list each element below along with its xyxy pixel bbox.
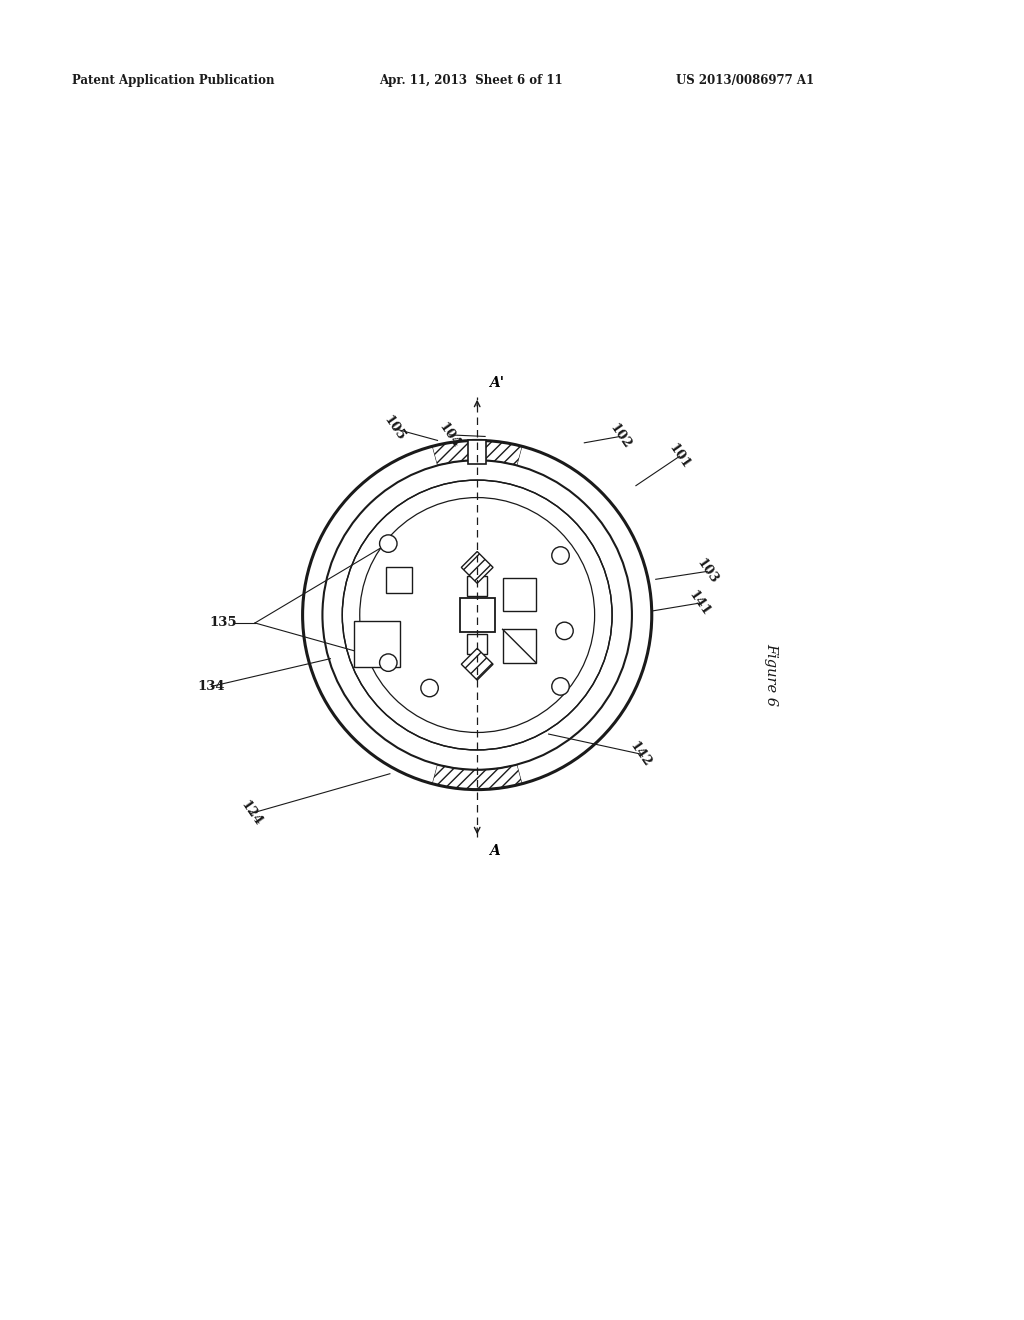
Text: Patent Application Publication: Patent Application Publication	[72, 74, 274, 87]
Text: 134: 134	[198, 680, 225, 693]
Text: 135: 135	[210, 616, 237, 630]
Text: 103: 103	[694, 556, 721, 586]
Polygon shape	[461, 552, 494, 583]
Circle shape	[380, 535, 397, 552]
Circle shape	[303, 441, 652, 789]
Wedge shape	[432, 441, 522, 466]
Circle shape	[556, 622, 573, 640]
Text: 105: 105	[381, 413, 408, 444]
Bar	[503, 630, 536, 663]
Circle shape	[359, 498, 595, 733]
Polygon shape	[461, 648, 494, 680]
Text: 101: 101	[667, 441, 693, 471]
Wedge shape	[517, 446, 652, 784]
Text: Apr. 11, 2013  Sheet 6 of 11: Apr. 11, 2013 Sheet 6 of 11	[379, 74, 562, 87]
Circle shape	[323, 461, 632, 770]
Text: 142: 142	[627, 739, 653, 770]
Bar	[467, 576, 487, 595]
Circle shape	[342, 480, 612, 750]
Bar	[503, 578, 536, 611]
Circle shape	[552, 677, 569, 696]
Bar	[386, 566, 412, 593]
Circle shape	[421, 680, 438, 697]
Wedge shape	[303, 446, 437, 784]
Text: Figure 6: Figure 6	[764, 643, 778, 706]
Wedge shape	[432, 764, 522, 789]
Bar	[467, 634, 487, 653]
Circle shape	[552, 546, 569, 564]
Text: 141: 141	[686, 587, 713, 618]
Text: 124: 124	[238, 799, 264, 829]
Text: A': A'	[489, 376, 504, 391]
Text: 104: 104	[436, 420, 463, 450]
Circle shape	[380, 653, 397, 672]
Text: 102: 102	[607, 421, 633, 451]
Text: US 2013/0086977 A1: US 2013/0086977 A1	[676, 74, 814, 87]
Bar	[354, 620, 400, 667]
Bar	[468, 441, 486, 465]
Text: A: A	[489, 843, 500, 858]
Bar	[460, 598, 495, 632]
